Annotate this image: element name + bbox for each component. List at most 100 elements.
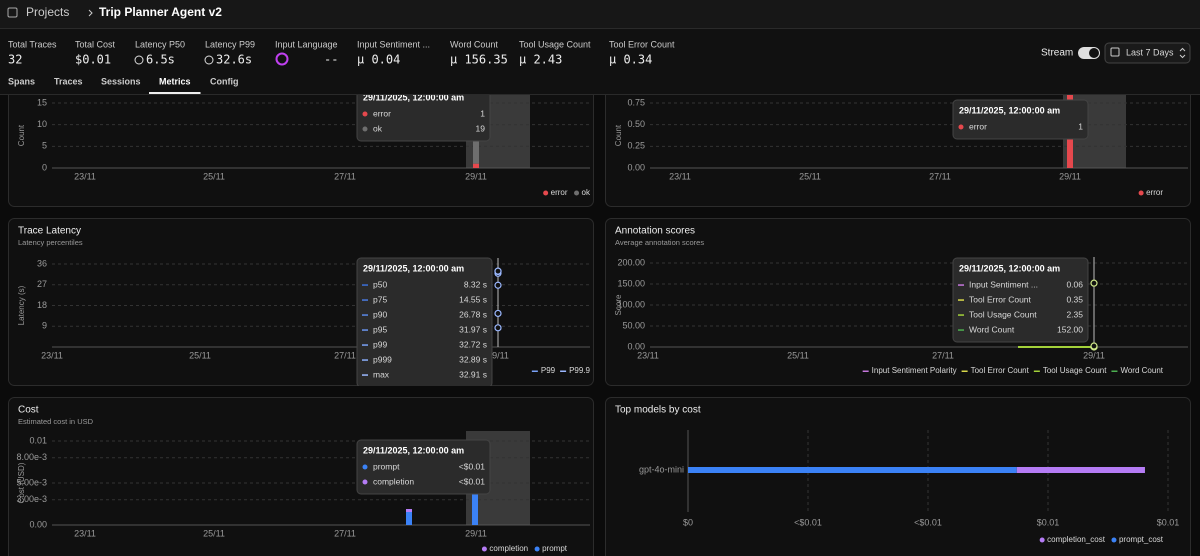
y-tick-label: 0.00 bbox=[29, 519, 47, 529]
stat-value: μ 0.04 bbox=[357, 53, 400, 67]
tooltip-box bbox=[952, 99, 1089, 140]
tab[interactable]: Config bbox=[210, 76, 239, 86]
stat-value: μ 2.43 bbox=[519, 53, 562, 67]
stat-value: μ 156.35 bbox=[450, 53, 508, 67]
panel-title: Annotation scores bbox=[615, 226, 695, 237]
y-tick-label: 50.00 bbox=[622, 320, 645, 330]
breadcrumb-root[interactable]: Projects bbox=[26, 5, 69, 19]
tooltip-row-value: 0.35 bbox=[1066, 294, 1083, 304]
panel: Top models by cost $0 <$0.01 <$0.01 $0.01 $0.… bbox=[605, 397, 1191, 556]
bar-segment bbox=[473, 163, 479, 168]
y-axis-label: Count bbox=[614, 124, 623, 146]
y-axis-label: Cost (USD) bbox=[17, 462, 26, 503]
y-tick-label: 3.00e-3 bbox=[16, 494, 47, 504]
breadcrumb-chevron bbox=[88, 9, 93, 17]
legend-swatch bbox=[1039, 537, 1045, 543]
legend-label: error bbox=[551, 188, 568, 197]
tooltip-row-name: Tool Usage Count bbox=[969, 309, 1037, 319]
x-tick-label: 29/11 bbox=[1083, 350, 1105, 360]
data-point bbox=[494, 281, 502, 289]
x-tick-label: 25/11 bbox=[203, 528, 225, 538]
tooltip-row-value: 32.89 s bbox=[459, 354, 487, 364]
tab[interactable]: Traces bbox=[54, 76, 83, 86]
tooltip-swatch bbox=[362, 479, 368, 485]
tooltip-box bbox=[356, 439, 491, 495]
tooltip-row-value: 2.35 bbox=[1066, 309, 1083, 319]
tooltip: 29/11/2025, 12:00:00 am prompt <$0.01 compl… bbox=[356, 439, 491, 495]
legend-label: Input Sentiment Polarity bbox=[872, 366, 957, 375]
tooltip-row-value: 1 bbox=[1078, 121, 1083, 131]
tooltip-title: 29/11/2025, 12:00:00 am bbox=[363, 92, 464, 102]
x-tick-label: $0.01 bbox=[1037, 517, 1060, 527]
panel-subtitle: Average annotation scores bbox=[615, 238, 704, 247]
tooltip-swatch bbox=[958, 284, 964, 286]
y-tick-label: 10 bbox=[37, 119, 47, 129]
clock-icon bbox=[204, 55, 214, 65]
bar-glimpse bbox=[406, 509, 412, 512]
tooltip-row-name: p99 bbox=[373, 339, 387, 349]
tooltip-row-value: <$0.01 bbox=[459, 461, 486, 471]
legend-label: completion bbox=[489, 544, 528, 553]
stat-label: Latency P50 bbox=[135, 39, 185, 49]
tab[interactable]: Spans bbox=[8, 76, 35, 86]
tab[interactable]: Sessions bbox=[101, 76, 141, 86]
tooltip-row-name: error bbox=[373, 108, 391, 118]
data-point bbox=[1090, 342, 1098, 350]
y-tick-label: 200.00 bbox=[617, 257, 645, 267]
stat-label: Input Sentiment ... bbox=[357, 39, 430, 49]
stat-label: Total Traces bbox=[8, 39, 57, 49]
tooltip-swatch bbox=[362, 359, 368, 361]
y-tick-label: 100.00 bbox=[617, 299, 645, 309]
dropdown-icon bbox=[1179, 47, 1186, 59]
legend-label: ok bbox=[582, 188, 591, 197]
legend-swatch bbox=[481, 546, 487, 552]
stat-value: 32 bbox=[8, 53, 22, 67]
tooltip-row-name: Input Sentiment ... bbox=[969, 279, 1038, 289]
tooltip-row-name: p50 bbox=[373, 279, 387, 289]
y-tick-label: 150.00 bbox=[617, 278, 645, 288]
tooltip-row-name: p95 bbox=[373, 324, 387, 334]
stat-label: Input Language bbox=[275, 39, 338, 49]
x-tick-label: 27/11 bbox=[932, 350, 954, 360]
sidebar-icon bbox=[7, 7, 18, 18]
tooltip-swatch bbox=[362, 374, 368, 376]
time-range-button[interactable] bbox=[1104, 42, 1191, 64]
tooltip-row-name: p75 bbox=[373, 294, 387, 304]
panel-box bbox=[8, 218, 594, 386]
tooltip-row-value: 1 bbox=[480, 108, 485, 118]
x-tick-label: 25/11 bbox=[203, 171, 225, 181]
toggle-knob bbox=[1089, 48, 1099, 58]
bar-glimpse bbox=[472, 470, 478, 525]
panel-title: Top models by cost bbox=[615, 405, 701, 416]
tooltip-swatch bbox=[362, 111, 368, 117]
tooltip-row-name: ok bbox=[373, 123, 383, 133]
y-tick-label: 36 bbox=[37, 258, 47, 268]
tooltip-row-name: error bbox=[969, 121, 987, 131]
top-bar bbox=[0, 0, 1200, 28]
legend-swatch bbox=[560, 370, 567, 372]
y-axis-label: Latency (s) bbox=[17, 285, 26, 325]
tooltip-box bbox=[952, 257, 1089, 343]
stats-bar bbox=[0, 29, 1200, 94]
legend-swatch bbox=[1111, 370, 1118, 372]
tooltip-row-value: 32.72 s bbox=[459, 339, 487, 349]
data-point bbox=[1090, 279, 1098, 287]
panel-box bbox=[8, 397, 594, 556]
tooltip: 29/11/2025, 12:00:00 am error 1 bbox=[952, 99, 1089, 140]
x-tick-label: 23/11 bbox=[637, 350, 659, 360]
tooltip-row-value: 152.00 bbox=[1057, 324, 1083, 334]
y-tick-label: 0.75 bbox=[627, 97, 645, 107]
tooltip-swatch bbox=[362, 329, 368, 331]
bar-segment bbox=[688, 467, 1017, 473]
tab[interactable]: Metrics bbox=[159, 76, 191, 86]
stat-label: Total Cost bbox=[75, 39, 116, 49]
panel-title: Trace Latency bbox=[18, 226, 81, 237]
tooltip-swatch bbox=[362, 126, 368, 132]
y-tick-label: 0.25 bbox=[627, 141, 645, 151]
tooltip-row-value: 31.97 s bbox=[459, 324, 487, 334]
bar-glimpse bbox=[406, 511, 412, 525]
tooltip-row-value: 26.78 s bbox=[459, 309, 487, 319]
y-tick-label: 5 bbox=[42, 141, 47, 151]
